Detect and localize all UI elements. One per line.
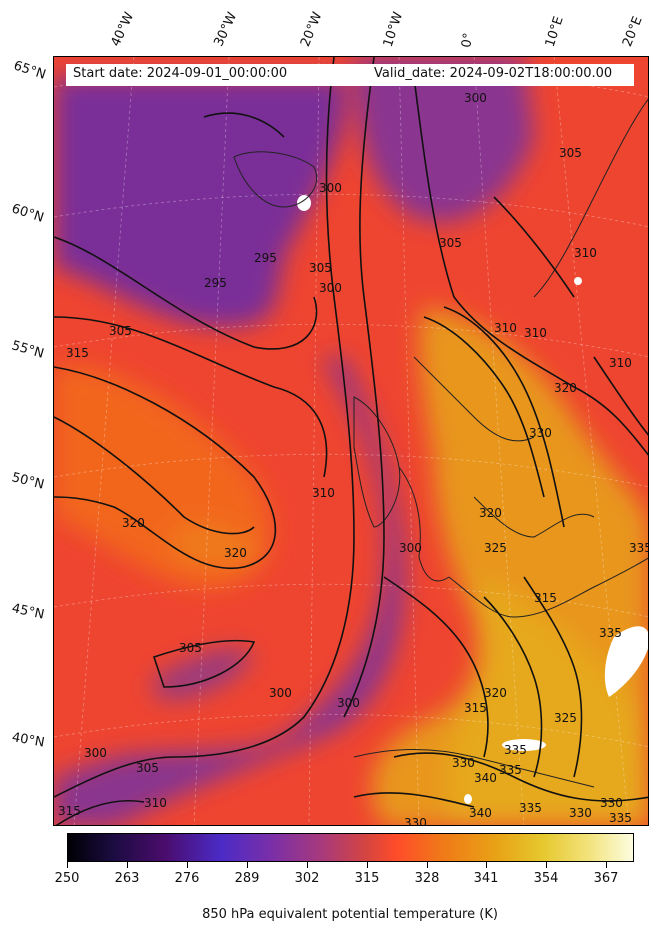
contour-label: 310 [524,326,547,340]
colorbar-tick [127,862,128,868]
lat-label: 45°N [10,601,46,623]
contour-label: 320 [122,516,145,530]
contour-label: 330 [404,816,427,826]
colorbar-tick [67,862,68,868]
contour-lines [54,57,648,825]
valid-date: Valid_date: 2024-09-02T18:00:00.00 [374,66,613,81]
contour-label: 330 [529,426,552,440]
contour-label: 330 [452,756,475,770]
contour-label: 305 [109,324,132,338]
contour-label: 310 [609,356,632,370]
theta-e-field: 300 305 300 305 315 295 295 310 320 320 … [54,57,649,826]
contour-label: 310 [144,796,167,810]
lat-label: 60°N [9,201,46,226]
colorbar-tick-label: 250 [54,871,80,886]
colorbar-tick [367,862,368,868]
lat-label: 65°N [11,58,48,83]
colorbar-tick-label: 328 [414,871,440,886]
colorbar-tick-label: 302 [294,871,320,886]
header-box [66,64,634,86]
lat-label: 55°N [9,338,46,362]
contour-label: 310 [494,321,517,335]
contour-label: 335 [499,763,522,777]
colorbar-tick [247,862,248,868]
lat-label: 50°N [10,470,46,493]
contour-label: 300 [319,281,342,295]
colorbar-tick-label: 354 [533,871,559,886]
contour-label: 295 [204,276,227,290]
colorbar-tick [606,862,607,868]
contour-label: 320 [484,686,507,700]
contour-labels: 300 305 300 305 315 295 295 310 320 320 … [58,91,649,826]
colorbar-tick [187,862,188,868]
colorbar-tick [486,862,487,868]
colorbar-tick-label: 263 [114,871,140,886]
contour-label: 315 [58,804,81,818]
coastlines [233,98,648,788]
lon-label: 20°W [298,10,326,49]
contour-label: 315 [464,701,487,715]
contour-label: 300 [319,181,342,195]
contour-label: 330 [569,806,592,820]
contour-label: 315 [66,346,89,360]
cool-airmass [54,57,534,825]
lon-label: 20°E [620,14,646,49]
contour-label: 295 [254,251,277,265]
contour-label: 305 [179,641,202,655]
contour-label: 305 [136,761,159,775]
contour-label: 335 [599,626,622,640]
contour-label: 325 [554,711,577,725]
contour-label: 310 [312,486,335,500]
colorbar-tick-label: 276 [174,871,200,886]
lon-label: 10°W [380,10,407,49]
contour-label: 300 [464,91,487,105]
start-date: Start date: 2024-09-01_00:00:00 [73,66,288,81]
contour-label: 340 [469,806,492,820]
contour-label: 315 [534,591,557,605]
colorbar-tick-label: 367 [593,871,619,886]
contour-label: 305 [439,236,462,250]
colorbar-tick-label: 289 [234,871,260,886]
contour-label: 325 [484,541,507,555]
contour-label: 300 [399,541,422,555]
contour-label: 310 [574,246,597,260]
contour-label: 330 [600,796,623,810]
colorbar-tick [427,862,428,868]
contour-label: 300 [337,696,360,710]
colorbar-tick-label: 315 [354,871,380,886]
contour-label: 320 [554,381,577,395]
contour-label: 320 [479,506,502,520]
contour-label: 300 [84,746,107,760]
contour-label: 340 [474,771,497,785]
contour-label: 305 [309,261,332,275]
missing-data-patches [297,195,648,804]
contour-label: 335 [629,541,649,555]
colorbar-tick-label: 341 [473,871,499,886]
contour-label: 335 [519,801,542,815]
contour-label: 320 [224,546,247,560]
contour-label: 300 [269,686,292,700]
contour-label: 335 [609,811,632,825]
colorbar-tick [307,862,308,868]
contour-label: 335 [504,743,527,757]
colorbar-title: 850 hPa equivalent potential temperature… [202,907,498,922]
lon-label: 40°W [108,10,138,49]
colorbar [67,833,634,862]
colorbar-tick [546,862,547,868]
lon-label: 30°W [211,10,241,49]
lat-label: 40°N [10,730,46,751]
lon-label: 10°E [542,14,567,50]
map-panel: 300 305 300 305 315 295 295 310 320 320 … [53,56,649,826]
lon-label: 0° [459,31,477,49]
contour-label: 305 [559,146,582,160]
